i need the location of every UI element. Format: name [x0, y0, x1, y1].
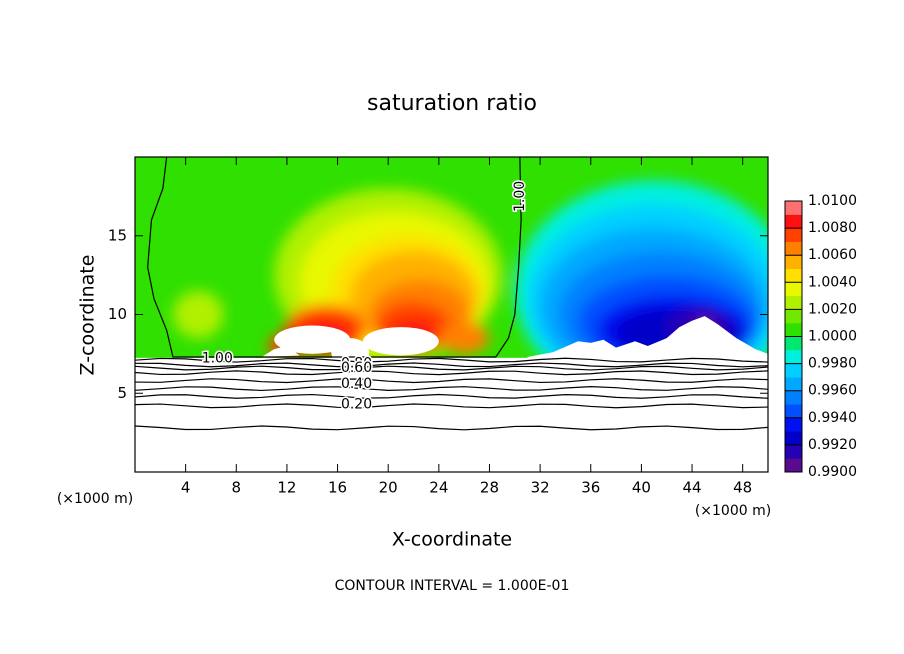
x-tick-label: 40 — [632, 479, 651, 497]
x-tick-label: 16 — [328, 479, 347, 497]
colorbar-band — [785, 390, 802, 405]
contour-line — [135, 378, 768, 384]
y-tick-label: 10 — [108, 305, 127, 323]
colorbar-band — [785, 350, 802, 364]
contour-label: 1.00 — [202, 351, 233, 367]
lower-layer — [135, 357, 768, 472]
contour-line — [135, 370, 768, 376]
plot-field — [135, 157, 768, 472]
chart-title: saturation ratio — [367, 91, 537, 116]
colorbar-band — [785, 336, 802, 351]
contour-label: 0.20 — [341, 396, 372, 412]
contour-line — [135, 365, 768, 371]
colorbar-tick-label: 1.0020 — [808, 301, 857, 317]
contour-line — [135, 362, 768, 368]
x-tick-label: 28 — [480, 479, 499, 497]
colorbar-band — [785, 255, 802, 270]
colorbar-tick-label: 0.9940 — [808, 410, 857, 426]
colorbar-band — [785, 322, 802, 337]
contour-line — [135, 357, 768, 363]
colorbar-band — [785, 431, 802, 446]
colorbar-tick-label: 1.0040 — [808, 274, 857, 290]
colorbar-tick-label: 0.9900 — [808, 464, 857, 480]
x-tick-label: 12 — [277, 479, 296, 497]
x-tick-label: 4 — [181, 479, 191, 497]
contour-line — [135, 393, 768, 399]
y-tick-label: 15 — [108, 226, 127, 244]
colorbar-band — [785, 295, 802, 310]
colorbar-band — [785, 309, 802, 324]
footer-note: CONTOUR INTERVAL = 1.000E-01 — [335, 578, 570, 594]
colorbar-band — [785, 377, 802, 391]
contour-line — [135, 425, 768, 431]
y-axis-title: Z-coordinate — [77, 255, 99, 376]
x-tick-label: 20 — [379, 479, 398, 497]
x-tick-label: 8 — [232, 479, 242, 497]
terrain — [527, 316, 768, 359]
contour-line — [147, 157, 522, 358]
colorbar-band — [785, 214, 802, 229]
contour-label: 0.80 — [341, 355, 372, 371]
terrain — [331, 338, 370, 367]
colorbar-tick-label: 1.0080 — [808, 220, 857, 236]
x-tick-label: 44 — [682, 479, 701, 497]
x-tick-label: 24 — [429, 479, 448, 497]
x-unit-label: (×1000 m) — [695, 503, 771, 519]
contour-label: 0.60 — [341, 360, 372, 376]
colorbar-tick-label: 0.9920 — [808, 437, 857, 453]
terrain — [261, 346, 300, 358]
colorbar-band — [785, 228, 802, 242]
contour-label: 0.40 — [341, 376, 372, 392]
x-axis-title: X-coordinate — [392, 529, 512, 551]
colorbar-tick-label: 0.9960 — [808, 383, 857, 399]
colorbar-band — [785, 241, 802, 256]
field-region — [438, 322, 490, 354]
colorbar-tick-label: 1.0060 — [808, 247, 857, 263]
x-tick-label: 48 — [733, 479, 752, 497]
colorbar-band — [785, 417, 802, 432]
x-tick-label: 36 — [581, 479, 600, 497]
colorbar-tick-label: 1.0100 — [808, 193, 857, 209]
terrain — [274, 325, 351, 354]
colorbar-band — [785, 201, 802, 215]
x-tick-label: 32 — [531, 479, 550, 497]
x-unit-label: (×1000 m) — [57, 491, 133, 507]
colorbar-band — [785, 363, 802, 378]
contour-label: 1.00 — [512, 181, 528, 212]
colorbar-band — [785, 444, 802, 459]
colorbar-band — [785, 282, 802, 297]
contour-line — [135, 386, 768, 392]
colorbar-tick-label: 1.0000 — [808, 329, 857, 345]
y-tick-label: 5 — [117, 384, 127, 402]
terrain — [362, 327, 439, 356]
colorbar-band — [785, 404, 802, 419]
colorbar-band — [785, 458, 802, 473]
contour-line — [135, 403, 768, 409]
colorbar-band — [785, 268, 802, 283]
colorbar-tick-label: 0.9980 — [808, 356, 857, 372]
field-region — [172, 290, 224, 339]
